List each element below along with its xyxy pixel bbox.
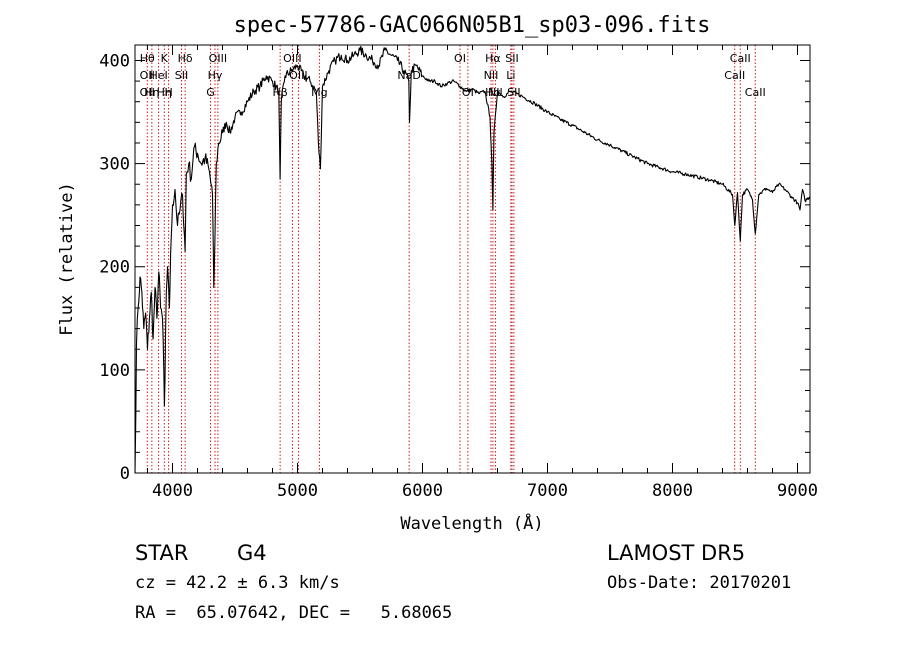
line-label: Hα bbox=[485, 52, 501, 65]
line-label: Hη bbox=[144, 86, 159, 99]
chart-title: spec-57786-GAC066N05B1_sp03-096.fits bbox=[234, 13, 711, 38]
line-label: Hη bbox=[157, 86, 172, 99]
line-label: OI bbox=[454, 52, 466, 65]
survey-name: LAMOST DR5 bbox=[607, 541, 746, 565]
x-tick-label: 4000 bbox=[152, 481, 193, 501]
line-label: Mg bbox=[311, 86, 327, 99]
line-label: G bbox=[206, 86, 215, 99]
line-labels: HθOIIOIIHηHeIKHηHSIIHδGHγOIIIHβOIIIOIIIM… bbox=[140, 52, 766, 99]
line-label: CaII bbox=[724, 69, 745, 82]
line-label: SII bbox=[507, 86, 520, 99]
y-axis-label: Flux (relative) bbox=[57, 182, 77, 336]
line-label: Hγ bbox=[208, 69, 223, 82]
line-label: K bbox=[161, 52, 169, 65]
line-label: OIII bbox=[209, 52, 227, 65]
spectral-subclass: G4 bbox=[237, 541, 267, 565]
line-label: Li bbox=[506, 69, 515, 82]
line-label: H bbox=[164, 86, 172, 99]
line-label: NaD bbox=[397, 69, 420, 82]
line-label: NII bbox=[488, 86, 503, 99]
y-tick-label: 200 bbox=[99, 258, 130, 278]
coordinates: RA = 65.07642, DEC = 5.68065 bbox=[135, 603, 453, 623]
line-label: Hδ bbox=[178, 52, 193, 65]
observation-date: Obs-Date: 20170201 bbox=[607, 573, 792, 593]
spectrum-line bbox=[134, 45, 811, 474]
line-label: OIII bbox=[289, 69, 307, 82]
line-label: OIII bbox=[283, 52, 301, 65]
line-label: Hβ bbox=[272, 86, 287, 99]
line-label: CaII bbox=[730, 52, 751, 65]
line-label: OI bbox=[462, 86, 474, 99]
axis-ticks: 4000 5000 6000 7000 8000 9000 0 100 200 300 400 bbox=[99, 45, 818, 501]
line-label: Hθ bbox=[140, 52, 155, 65]
line-label: SII bbox=[175, 69, 188, 82]
line-markers bbox=[146, 45, 756, 473]
x-tick-label: 5000 bbox=[277, 481, 318, 501]
line-label: SII bbox=[505, 52, 518, 65]
object-class: STAR bbox=[135, 541, 189, 565]
y-tick-label: 400 bbox=[99, 51, 130, 71]
line-label: OII bbox=[140, 69, 155, 82]
line-label: CaII bbox=[745, 86, 766, 99]
y-tick-label: 0 bbox=[120, 464, 130, 484]
y-tick-label: 100 bbox=[99, 361, 130, 381]
x-tick-label: 6000 bbox=[402, 481, 443, 501]
plot-frame bbox=[134, 44, 811, 474]
x-tick-label: 8000 bbox=[652, 481, 693, 501]
line-label: OII bbox=[140, 86, 155, 99]
x-tick-label: 7000 bbox=[527, 481, 568, 501]
x-tick-label: 9000 bbox=[777, 481, 818, 501]
line-label: HeI bbox=[149, 69, 167, 82]
line-label: Hα bbox=[485, 86, 501, 99]
line-label: NII bbox=[484, 69, 499, 82]
y-tick-label: 300 bbox=[99, 155, 130, 175]
redshift-value: cz = 42.2 ± 6.3 km/s bbox=[135, 573, 340, 593]
x-axis-label: Wavelength (Å) bbox=[400, 512, 543, 534]
